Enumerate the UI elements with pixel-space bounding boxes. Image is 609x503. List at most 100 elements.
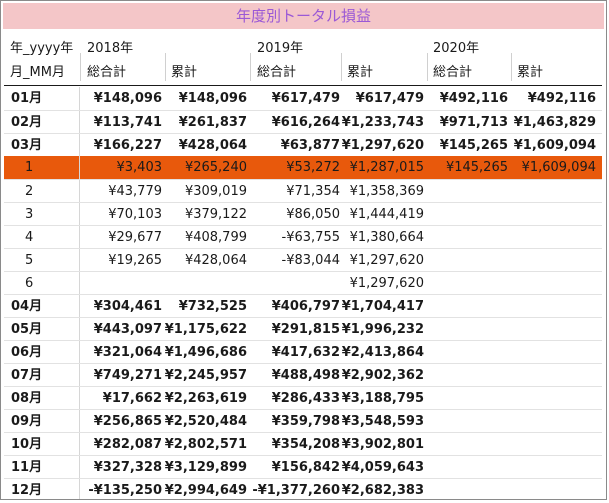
month-row[interactable]: 01月 ¥148,096 ¥148,096 ¥617,479 ¥617,479 ¥492,…	[4, 87, 602, 110]
value-cell-total-2018[interactable]: ¥256,865	[93, 414, 162, 429]
value-cell-total-2020[interactable]: ¥971,713	[439, 115, 508, 130]
value-cell-cumulative-2019[interactable]: ¥1,704,417	[341, 299, 424, 314]
value-cell-cumulative-2019[interactable]: ¥1,996,232	[341, 322, 424, 337]
table-row[interactable]: 3 ¥70,103 ¥379,122 ¥86,050 ¥1,444,419	[4, 202, 602, 226]
value-cell-total-2018[interactable]: ¥29,677	[108, 230, 162, 245]
value-cell-cumulative-2019[interactable]: ¥1,297,620	[349, 253, 424, 268]
month-row[interactable]: 12月 -¥135,250 ¥2,994,649 -¥1,377,260 ¥2,682,…	[4, 478, 602, 499]
value-cell-total-2018[interactable]: ¥327,328	[93, 460, 162, 475]
month-row[interactable]: 06月 ¥321,064 ¥1,496,686 ¥417,632 ¥2,413,864	[4, 340, 602, 364]
column-header-cumulative-2020[interactable]: 累計	[517, 65, 544, 80]
value-cell-total-2018[interactable]: ¥70,103	[108, 207, 162, 222]
value-cell-cumulative-2018[interactable]: ¥148,096	[178, 91, 247, 106]
row-label-cell[interactable]: 11月	[4, 456, 80, 479]
value-cell-cumulative-2018[interactable]: ¥2,994,649	[164, 483, 247, 498]
column-header-cumulative-2019[interactable]: 累計	[347, 65, 374, 80]
value-cell-cumulative-2019[interactable]: ¥3,902,801	[341, 437, 424, 452]
value-cell-cumulative-2019[interactable]: ¥2,413,864	[341, 345, 424, 360]
value-cell-total-2018[interactable]: ¥113,741	[93, 115, 162, 130]
value-cell-total-2019[interactable]: ¥617,479	[271, 91, 340, 106]
column-header-cumulative-2018[interactable]: 累計	[171, 65, 198, 80]
value-cell-total-2019[interactable]: ¥53,272	[286, 160, 340, 175]
value-cell-cumulative-2018[interactable]: ¥265,240	[184, 160, 247, 175]
value-cell-cumulative-2018[interactable]: ¥2,520,484	[164, 414, 247, 429]
row-label-cell[interactable]: 2	[4, 180, 80, 203]
row-label-cell[interactable]: 4	[4, 226, 80, 249]
row-label-cell[interactable]: 08月	[4, 387, 80, 410]
value-cell-cumulative-2019[interactable]: ¥1,287,015	[349, 160, 424, 175]
value-cell-total-2018[interactable]: ¥321,064	[93, 345, 162, 360]
value-cell-cumulative-2019[interactable]: ¥2,902,362	[341, 368, 424, 383]
value-cell-total-2019[interactable]: ¥406,797	[271, 299, 340, 314]
value-cell-total-2018[interactable]: ¥443,097	[93, 322, 162, 337]
value-cell-total-2019[interactable]: ¥71,354	[286, 184, 340, 199]
value-cell-cumulative-2019[interactable]: ¥1,444,419	[349, 207, 424, 222]
month-row[interactable]: 03月 ¥166,227 ¥428,064 ¥63,877 ¥1,297,620 ¥145…	[4, 133, 602, 157]
row-label-cell[interactable]: 01月	[4, 87, 80, 110]
value-cell-total-2019[interactable]: ¥63,877	[280, 138, 340, 153]
value-cell-cumulative-2020[interactable]: ¥1,609,094	[513, 138, 596, 153]
row-label-cell[interactable]: 05月	[4, 318, 80, 341]
value-cell-total-2019[interactable]: ¥86,050	[286, 207, 340, 222]
value-cell-cumulative-2018[interactable]: ¥309,019	[184, 184, 247, 199]
value-cell-cumulative-2019[interactable]: ¥1,297,620	[349, 276, 424, 291]
value-cell-total-2019[interactable]: ¥354,208	[271, 437, 340, 452]
month-row[interactable]: 07月 ¥749,271 ¥2,245,957 ¥488,498 ¥2,902,362	[4, 363, 602, 387]
value-cell-total-2018[interactable]: -¥135,250	[88, 483, 162, 498]
year-header-2018[interactable]: 2018年	[87, 41, 134, 56]
table-row[interactable]: 6 ¥1,297,620	[4, 271, 602, 295]
value-cell-cumulative-2018[interactable]: ¥3,129,899	[164, 460, 247, 475]
value-cell-total-2018[interactable]: ¥3,403	[116, 160, 163, 175]
value-cell-cumulative-2019[interactable]: ¥1,380,664	[349, 230, 424, 245]
value-cell-cumulative-2018[interactable]: ¥379,122	[184, 207, 247, 222]
row-label-cell[interactable]: 02月	[4, 111, 80, 134]
row-label-cell[interactable]: 09月	[4, 410, 80, 433]
value-cell-total-2018[interactable]: ¥43,779	[108, 184, 162, 199]
value-cell-cumulative-2018[interactable]: ¥428,064	[178, 138, 247, 153]
month-row[interactable]: 09月 ¥256,865 ¥2,520,484 ¥359,798 ¥3,548,593	[4, 409, 602, 433]
value-cell-total-2018[interactable]: ¥148,096	[93, 91, 162, 106]
month-row[interactable]: 11月 ¥327,328 ¥3,129,899 ¥156,842 ¥4,059,643	[4, 455, 602, 479]
value-cell-total-2019[interactable]: ¥417,632	[271, 345, 340, 360]
month-row[interactable]: 02月 ¥113,741 ¥261,837 ¥616,264 ¥1,233,743 ¥97…	[4, 110, 602, 134]
value-cell-cumulative-2018[interactable]: ¥2,263,619	[164, 391, 247, 406]
row-label-cell[interactable]: 12月	[4, 479, 80, 499]
value-cell-cumulative-2020[interactable]: ¥1,463,829	[513, 115, 596, 130]
value-cell-total-2019[interactable]: -¥63,755	[281, 230, 340, 245]
table-row[interactable]: 4 ¥29,677 ¥408,799 -¥63,755 ¥1,380,664	[4, 225, 602, 249]
value-cell-cumulative-2018[interactable]: ¥428,064	[184, 253, 247, 268]
value-cell-cumulative-2019[interactable]: ¥1,358,369	[349, 184, 424, 199]
row-label-cell[interactable]: 04月	[4, 295, 80, 318]
value-cell-total-2018[interactable]: ¥304,461	[93, 299, 162, 314]
value-cell-cumulative-2019[interactable]: ¥3,548,593	[341, 414, 424, 429]
value-cell-total-2018[interactable]: ¥282,087	[93, 437, 162, 452]
row-label-cell[interactable]: 1	[4, 156, 80, 179]
value-cell-total-2020[interactable]: ¥492,116	[439, 91, 508, 106]
value-cell-total-2019[interactable]: ¥359,798	[271, 414, 340, 429]
row-label-cell[interactable]: 5	[4, 249, 80, 272]
row-label-cell[interactable]: 07月	[4, 364, 80, 387]
value-cell-cumulative-2018[interactable]: ¥2,802,571	[164, 437, 247, 452]
month-row[interactable]: 10月 ¥282,087 ¥2,802,571 ¥354,208 ¥3,902,801	[4, 432, 602, 456]
column-header-total-2019[interactable]: 総合計	[257, 65, 297, 80]
month-row[interactable]: 05月 ¥443,097 ¥1,175,622 ¥291,815 ¥1,996,232	[4, 317, 602, 341]
value-cell-total-2018[interactable]: ¥17,662	[102, 391, 162, 406]
column-header-total-2020[interactable]: 総合計	[433, 65, 473, 80]
year-header-2020[interactable]: 2020年	[433, 41, 480, 56]
value-cell-cumulative-2019[interactable]: ¥1,297,620	[341, 138, 424, 153]
value-cell-cumulative-2019[interactable]: ¥3,188,795	[341, 391, 424, 406]
row-label-cell[interactable]: 6	[4, 272, 80, 295]
value-cell-total-2019[interactable]: ¥286,433	[271, 391, 340, 406]
value-cell-cumulative-2019[interactable]: ¥4,059,643	[341, 460, 424, 475]
value-cell-total-2019[interactable]: -¥83,044	[281, 253, 340, 268]
value-cell-total-2020[interactable]: ¥145,265	[439, 138, 508, 153]
value-cell-cumulative-2018[interactable]: ¥408,799	[184, 230, 247, 245]
value-cell-total-2019[interactable]: ¥291,815	[271, 322, 340, 337]
month-row[interactable]: 04月 ¥304,461 ¥732,525 ¥406,797 ¥1,704,417	[4, 294, 602, 318]
table-row[interactable]: 2 ¥43,779 ¥309,019 ¥71,354 ¥1,358,369	[4, 179, 602, 203]
value-cell-cumulative-2018[interactable]: ¥1,496,686	[164, 345, 247, 360]
value-cell-cumulative-2018[interactable]: ¥732,525	[178, 299, 247, 314]
column-header-total-2018[interactable]: 総合計	[87, 65, 127, 80]
value-cell-cumulative-2019[interactable]: ¥1,233,743	[341, 115, 424, 130]
row-label-cell[interactable]: 3	[4, 203, 80, 226]
